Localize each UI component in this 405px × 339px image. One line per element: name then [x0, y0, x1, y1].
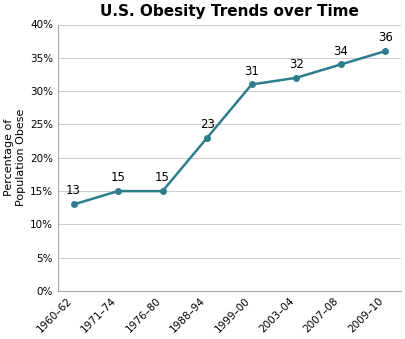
Text: 31: 31: [244, 64, 259, 78]
Text: 32: 32: [289, 58, 304, 71]
Text: 15: 15: [155, 171, 170, 184]
Text: 23: 23: [200, 118, 215, 131]
Title: U.S. Obesity Trends over Time: U.S. Obesity Trends over Time: [100, 4, 359, 19]
Y-axis label: Percentage of
Population Obese: Percentage of Population Obese: [4, 109, 26, 206]
Text: 34: 34: [333, 44, 348, 58]
Text: 15: 15: [111, 171, 126, 184]
Text: 13: 13: [66, 184, 81, 198]
Text: 36: 36: [378, 31, 393, 44]
